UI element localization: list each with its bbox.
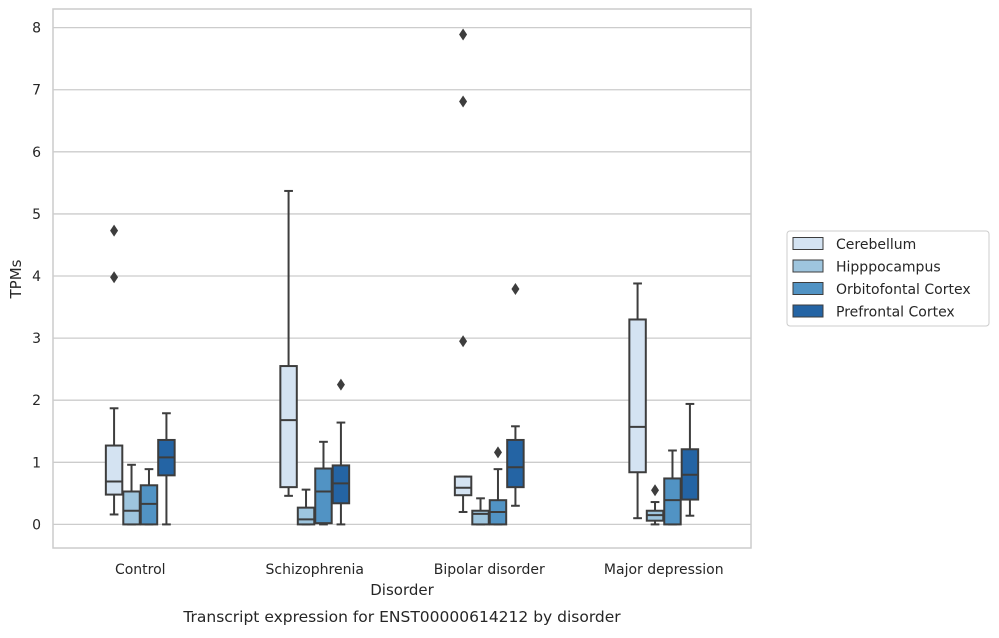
outlier-point [493, 446, 502, 459]
box-body [471, 509, 490, 526]
box [471, 497, 490, 526]
box [122, 463, 141, 526]
series-orbitofontal-cortex [139, 440, 682, 526]
x-axis-label: Disorder [370, 581, 434, 599]
x-tick-label: Control [115, 562, 166, 578]
box [680, 402, 700, 517]
box [314, 440, 333, 526]
y-tick-label: 2 [32, 393, 41, 409]
box-body [296, 506, 316, 526]
legend-frame [786, 230, 990, 327]
x-axis-ticks: Control Schizophrenia Bipolar disorder Majo… [115, 562, 724, 578]
series-hipppocampus [122, 463, 665, 526]
plot-frame [52, 8, 752, 549]
box-body [453, 475, 473, 497]
box-body [314, 467, 333, 525]
box [296, 488, 316, 526]
box-body [663, 477, 682, 526]
x-tick-label: Bipolar disorder [434, 562, 545, 578]
legend-swatch [792, 237, 824, 250]
box [453, 28, 473, 513]
box-body [279, 365, 298, 489]
outlier-point [459, 28, 468, 41]
box [139, 468, 159, 526]
box [488, 446, 508, 526]
box-series [104, 28, 700, 526]
box [279, 189, 298, 497]
chart-caption: Transcript expression for ENST0000061421… [182, 608, 621, 626]
x-tick-label: Schizophrenia [266, 562, 364, 578]
legend-swatch [792, 259, 824, 273]
box [645, 484, 665, 526]
box [104, 224, 124, 516]
y-tick-label: 7 [32, 83, 41, 99]
legend: Cerebellum Hipppocampus Orbitofontal Corte… [786, 230, 990, 327]
legend-item: Cerebellum [792, 237, 916, 253]
box [628, 282, 647, 520]
outlier-point [511, 283, 520, 296]
outlier-point [459, 95, 468, 108]
legend-label: Hipppocampus [836, 260, 941, 276]
y-tick-label: 5 [32, 207, 41, 223]
y-tick-label: 8 [32, 21, 41, 37]
outlier-point [336, 378, 345, 391]
legend-item: Prefrontal Cortex [792, 304, 955, 321]
box [506, 283, 525, 507]
y-tick-label: 1 [32, 455, 41, 471]
outlier-point [110, 271, 119, 284]
y-tick-label: 4 [32, 269, 41, 285]
x-tick-label: Major depression [604, 562, 724, 578]
box-body [122, 490, 141, 526]
legend-swatch [792, 304, 824, 318]
y-tick-label: 3 [32, 331, 41, 347]
box [157, 412, 176, 526]
outlier-point [651, 484, 660, 497]
box [663, 449, 682, 526]
legend-label: Prefrontal Cortex [836, 305, 955, 321]
box-body [506, 438, 525, 489]
series-cerebellum [104, 28, 647, 520]
y-tick-label: 0 [32, 517, 41, 533]
legend-item: Hipppocampus [792, 259, 941, 276]
legend-swatch [792, 282, 824, 295]
legend-item: Orbitofontal Cortex [792, 282, 971, 298]
outlier-point [459, 335, 468, 348]
y-axis-label: TPMs [7, 259, 25, 299]
box-body [628, 318, 647, 474]
legend-label: Orbitofontal Cortex [836, 282, 971, 298]
y-axis-ticks: 0 1 2 3 4 5 6 7 8 [32, 21, 41, 534]
box-body [104, 444, 124, 496]
box [331, 378, 351, 526]
series-prefrontal-cortex [157, 283, 700, 526]
legend-label: Cerebellum [836, 237, 916, 253]
outlier-point [110, 224, 119, 237]
y-tick-label: 6 [32, 145, 41, 161]
